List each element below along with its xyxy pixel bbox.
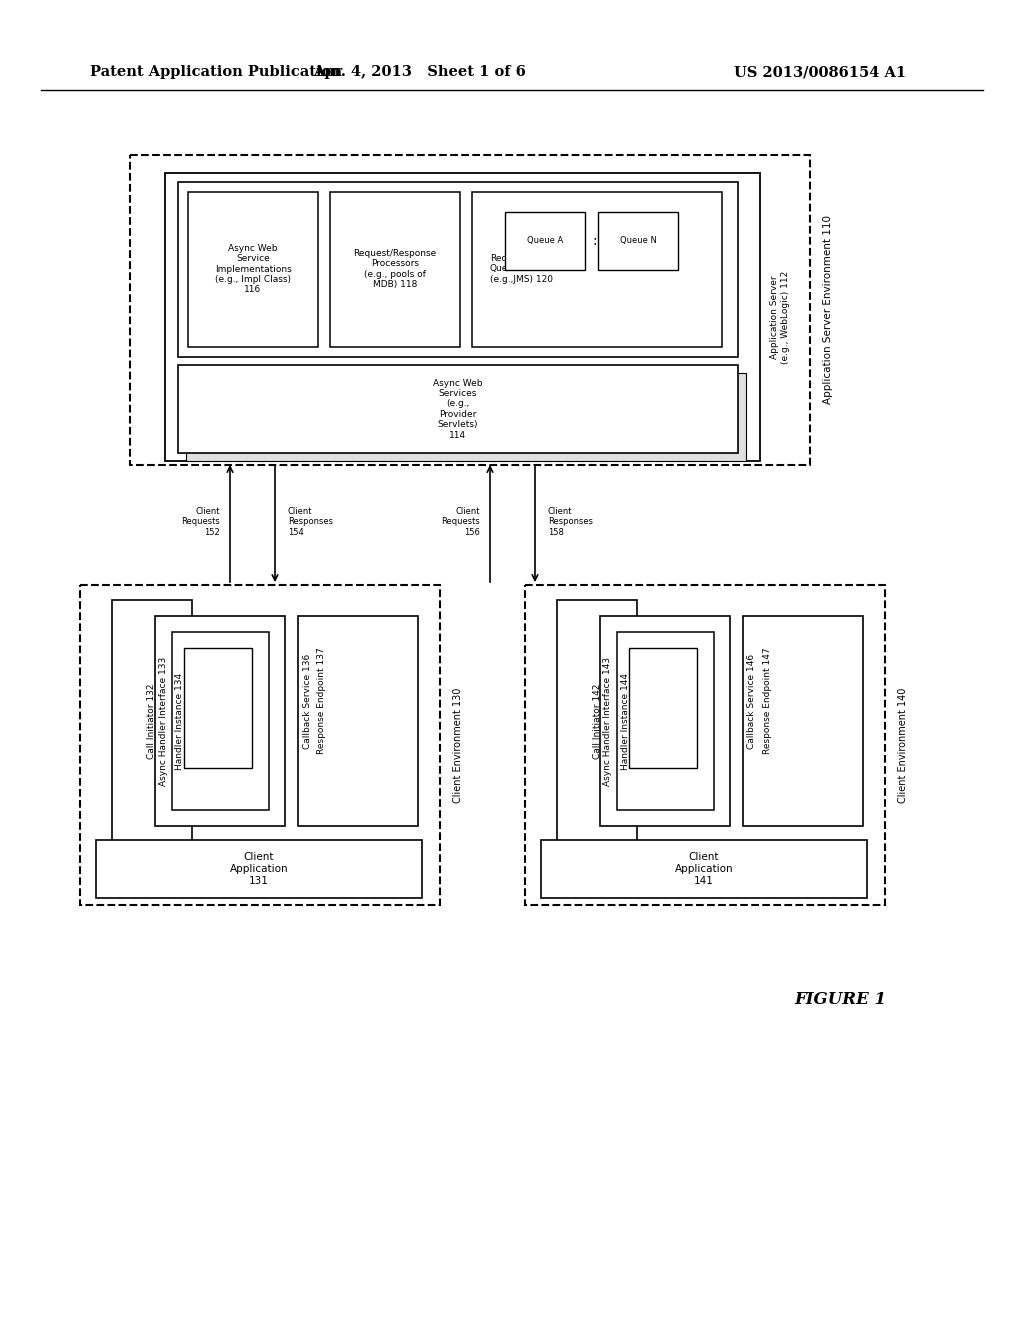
Text: Client
Requests
152: Client Requests 152 [181, 507, 220, 537]
Text: Client
Application
131: Client Application 131 [229, 853, 289, 886]
Bar [505, 213, 585, 271]
Text: Client Environment 130: Client Environment 130 [453, 688, 463, 803]
Bar [598, 213, 678, 271]
Bar [557, 601, 637, 842]
Text: Async Handler Interface 143: Async Handler Interface 143 [603, 656, 612, 785]
Bar [184, 648, 252, 768]
Bar [178, 182, 738, 356]
Bar [130, 154, 810, 465]
Text: Callback Service 146: Callback Service 146 [748, 653, 757, 748]
Bar [165, 173, 760, 461]
Text: Handler Instance 144: Handler Instance 144 [621, 672, 630, 770]
Text: Application Server
(e.g., WebLogic) 112: Application Server (e.g., WebLogic) 112 [770, 271, 790, 363]
Text: Client
Application
141: Client Application 141 [675, 853, 733, 886]
Bar [617, 632, 714, 810]
Text: Call Initiator 132: Call Initiator 132 [147, 684, 157, 759]
Bar [172, 632, 269, 810]
Text: Patent Application Publication: Patent Application Publication [90, 65, 342, 79]
Text: Handler Instance 134: Handler Instance 134 [175, 672, 184, 770]
Bar [188, 191, 318, 347]
Text: US 2013/0086154 A1: US 2013/0086154 A1 [734, 65, 906, 79]
Text: Client
Responses
154: Client Responses 154 [288, 507, 333, 537]
Text: Queue A: Queue A [527, 236, 563, 246]
Text: Client
Requests
156: Client Requests 156 [441, 507, 480, 537]
Bar [80, 585, 440, 906]
Text: Response Endpoint 147: Response Endpoint 147 [763, 648, 771, 754]
Bar [743, 616, 863, 826]
Text: Response Endpoint 137: Response Endpoint 137 [317, 648, 327, 754]
Text: Async Web
Services
(e.g.,
Provider
Servlets)
114: Async Web Services (e.g., Provider Servl… [433, 379, 482, 440]
Text: :: : [593, 234, 597, 248]
Bar [186, 374, 746, 461]
Bar [541, 840, 867, 898]
Text: Application Server Environment 110: Application Server Environment 110 [823, 215, 833, 404]
Text: Async Web
Service
Implementations
(e.g., Impl Class)
116: Async Web Service Implementations (e.g.,… [215, 244, 292, 294]
Bar [96, 840, 422, 898]
Text: Client
Responses
158: Client Responses 158 [548, 507, 593, 537]
Bar [472, 191, 722, 347]
Bar [298, 616, 418, 826]
Text: Callback Service 136: Callback Service 136 [302, 653, 311, 748]
Text: Request/Response
Processors
(e.g., pools of
MDB) 118: Request/Response Processors (e.g., pools… [353, 249, 436, 289]
Text: Async Handler Interface 133: Async Handler Interface 133 [159, 656, 168, 785]
Bar [330, 191, 460, 347]
Text: Apr. 4, 2013   Sheet 1 of 6: Apr. 4, 2013 Sheet 1 of 6 [313, 65, 526, 79]
Bar [629, 648, 697, 768]
Text: Client Environment 140: Client Environment 140 [898, 688, 908, 803]
Bar [112, 601, 193, 842]
Text: Queue N: Queue N [620, 236, 656, 246]
Text: FIGURE 1: FIGURE 1 [794, 991, 886, 1008]
Text: Call Initiator 142: Call Initiator 142 [593, 684, 601, 759]
Bar [600, 616, 730, 826]
Text: Request/Response
Queues
(e.g.,JMS) 120: Request/Response Queues (e.g.,JMS) 120 [490, 253, 573, 284]
Bar [155, 616, 285, 826]
Bar [178, 366, 738, 453]
Bar [525, 585, 885, 906]
